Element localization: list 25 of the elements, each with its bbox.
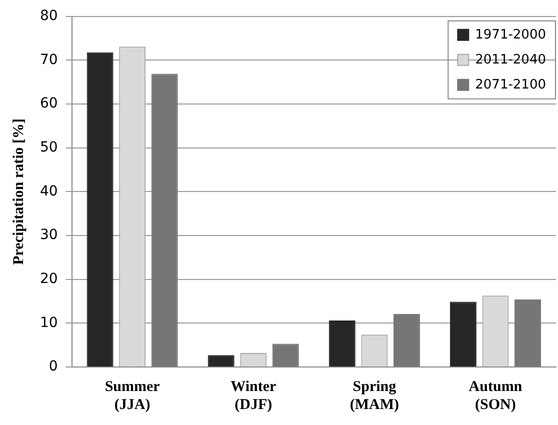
bar bbox=[208, 355, 234, 366]
bar bbox=[86, 52, 114, 366]
bar bbox=[450, 302, 476, 366]
bar bbox=[272, 344, 299, 366]
legend-label: 2071-2100 bbox=[475, 77, 546, 92]
y-axis-title: Precipitation ratio [%] bbox=[10, 118, 27, 265]
x-tick-label: Winter (DJF) bbox=[230, 378, 276, 413]
bar bbox=[393, 314, 420, 366]
x-tick-label: Summer (JJA) bbox=[104, 378, 160, 413]
x-tick-label: Autumn (SON) bbox=[468, 378, 523, 413]
bar bbox=[151, 74, 178, 366]
legend-label: 2011-2040 bbox=[475, 52, 546, 68]
y-tick-label: 20 bbox=[40, 270, 58, 287]
legend-label: 1971-2000 bbox=[475, 27, 546, 42]
y-tick-label: 60 bbox=[40, 96, 58, 112]
y-tick-label: 50 bbox=[40, 140, 58, 156]
y-tick-label: 0 bbox=[48, 358, 58, 375]
y-tick-label: 70 bbox=[40, 52, 58, 68]
y-tick-label: 30 bbox=[40, 227, 58, 244]
y-tick-label: 40 bbox=[40, 183, 58, 200]
x-tick-label: Spring (MAM) bbox=[350, 378, 400, 413]
y-tick-label: 10 bbox=[40, 314, 58, 331]
y-tick-label: 80 bbox=[40, 8, 58, 24]
bar bbox=[514, 300, 541, 366]
bar bbox=[328, 320, 356, 366]
